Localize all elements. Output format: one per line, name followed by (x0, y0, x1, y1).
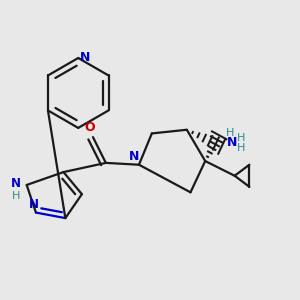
Text: H: H (226, 128, 234, 138)
Text: H: H (237, 133, 246, 143)
Text: N: N (129, 150, 140, 163)
Text: N: N (29, 198, 39, 211)
Text: O: O (85, 122, 95, 134)
Text: H: H (11, 191, 20, 201)
Text: N: N (80, 52, 90, 64)
Text: N: N (227, 136, 238, 149)
Text: N: N (11, 177, 21, 190)
Text: H: H (237, 143, 246, 153)
